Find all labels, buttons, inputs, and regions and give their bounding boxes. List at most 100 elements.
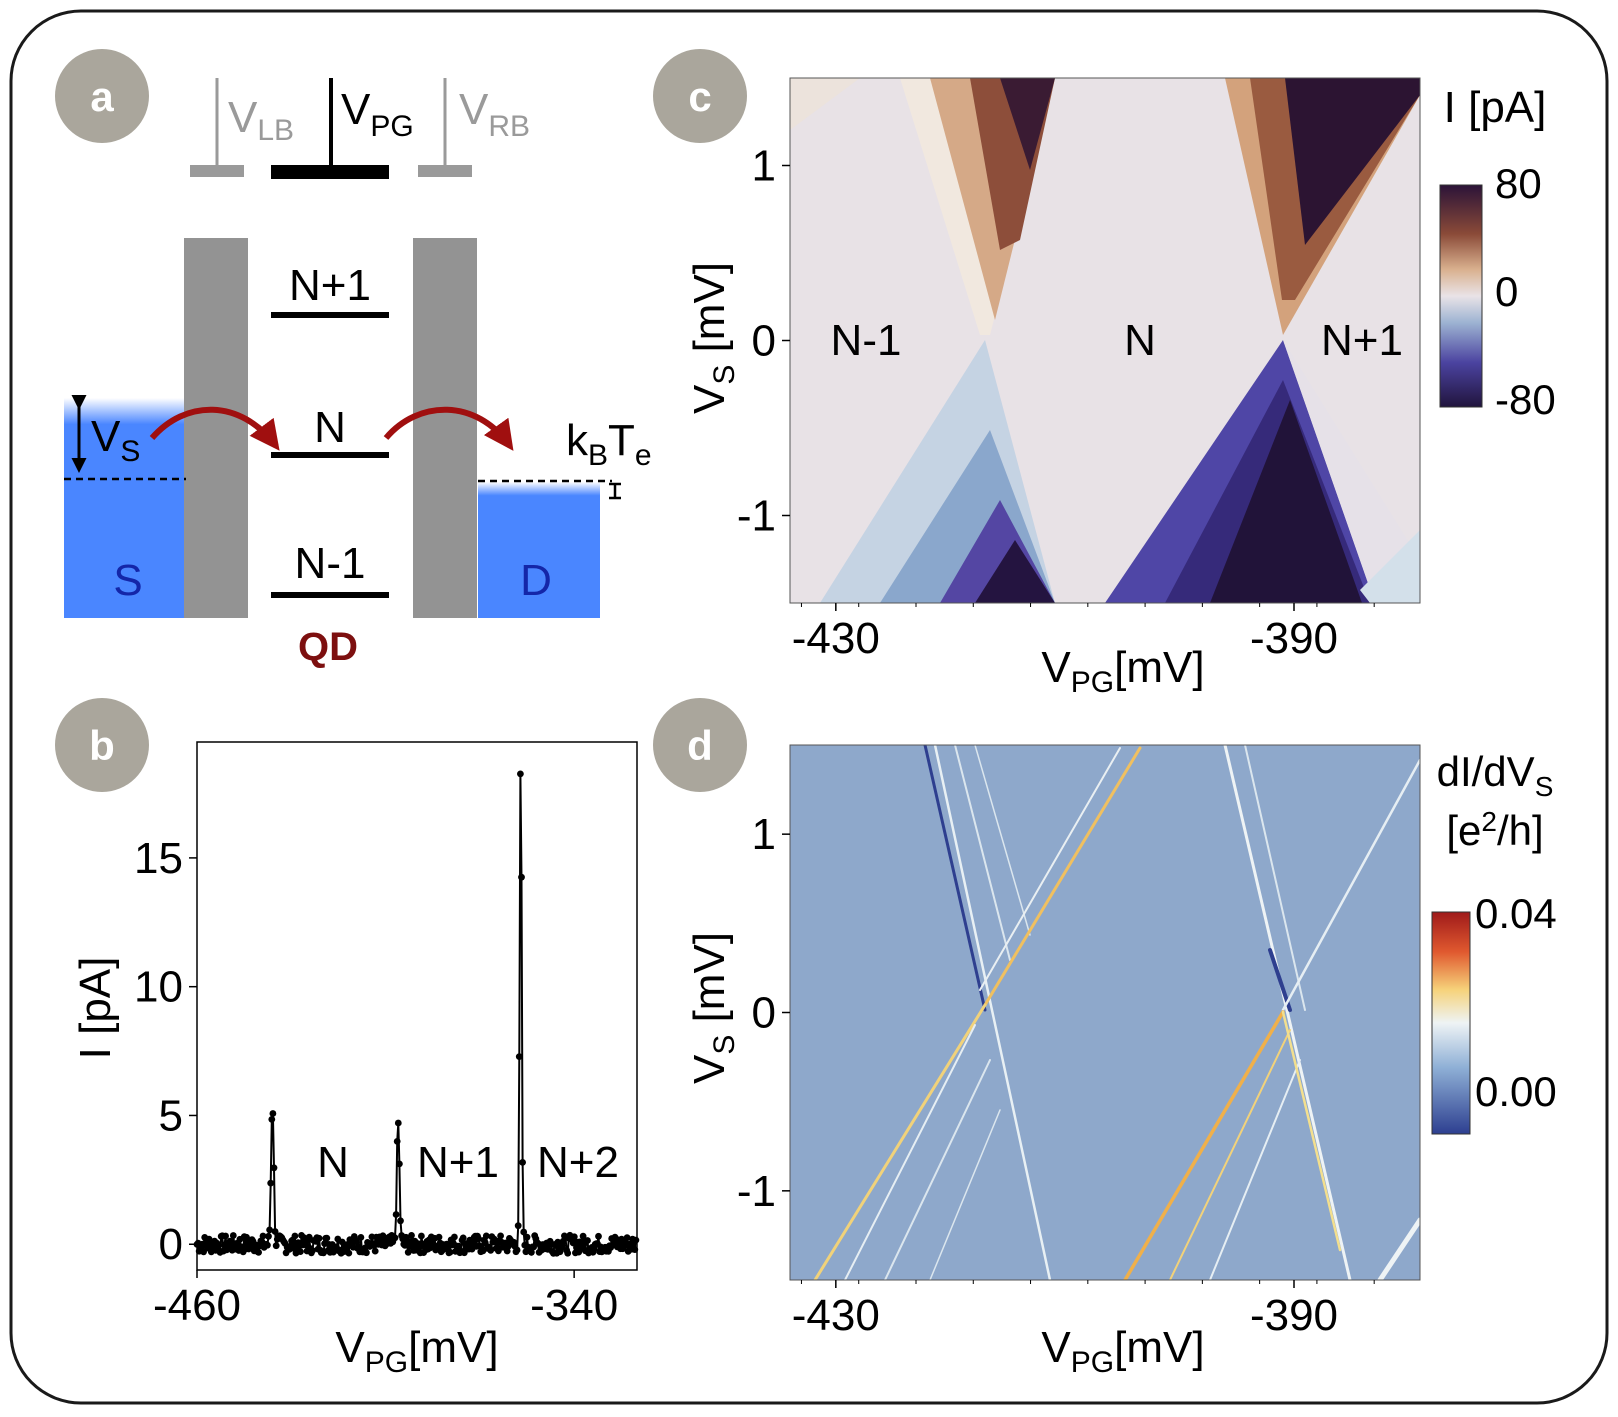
panel-c-region-n: N bbox=[1124, 316, 1156, 365]
panel-d-edge-16 bbox=[1169, 1029, 1291, 1280]
panel-b-data-point bbox=[393, 1138, 401, 1145]
panel-d-edge-15 bbox=[1123, 1010, 1285, 1280]
panel-b-data-point bbox=[564, 1249, 572, 1257]
panel-b-ytick-label: 10 bbox=[134, 963, 183, 1012]
panel-b-badge-label: b bbox=[89, 722, 115, 769]
panel-b-data-point bbox=[418, 1232, 425, 1240]
panel-b-data-point bbox=[264, 1241, 271, 1249]
panel-b-data-point bbox=[391, 1234, 399, 1242]
panel-b-data-point bbox=[459, 1234, 467, 1242]
panel-b-data-point bbox=[243, 1233, 250, 1241]
panel-d-ticks: 1 0 -1 -430 -390 bbox=[737, 810, 1375, 1340]
gate-pg-sub: PG bbox=[370, 110, 413, 143]
panel-c-xtick-label: -390 bbox=[1250, 614, 1338, 663]
panel-d-edge-7 bbox=[813, 1003, 987, 1280]
gate-pg: VPG bbox=[271, 78, 414, 179]
panel-b-data-point bbox=[255, 1249, 262, 1256]
panel-b-data-point bbox=[475, 1235, 482, 1243]
panel-d-edge-10 bbox=[929, 1109, 1001, 1280]
kbte-width-marker bbox=[609, 482, 621, 500]
gate-lb-label: V bbox=[228, 93, 258, 142]
panel-b-data-point bbox=[270, 1164, 278, 1172]
panel-d-edge-3 bbox=[954, 745, 1011, 961]
panel-b-data-point bbox=[214, 1241, 222, 1248]
panel-c-colorbar-tick-minus-80: -80 bbox=[1495, 376, 1556, 423]
level-n-minus-1-label: N-1 bbox=[295, 539, 366, 588]
level-n-label: N bbox=[314, 403, 346, 452]
panel-c-xlabel: VPG[mV] bbox=[1041, 643, 1204, 699]
panel-d-edge-9 bbox=[884, 1059, 991, 1280]
panel-c-badge bbox=[653, 49, 747, 143]
panel-b-data-point bbox=[584, 1237, 591, 1244]
panel-d-edge-4 bbox=[974, 745, 1031, 936]
panel-b-data-point bbox=[523, 1233, 531, 1241]
panel-d-colorbar bbox=[1431, 911, 1471, 1135]
panel-d-ylabel: VS [mV] bbox=[685, 932, 741, 1084]
level-n-plus-1-label: N+1 bbox=[289, 261, 371, 310]
panel-d-edge-5 bbox=[983, 746, 1142, 1007]
panel-b-data-point bbox=[371, 1247, 379, 1255]
panel-c-region-n-plus-1: N+1 bbox=[1321, 316, 1403, 365]
svg-text:VLB: VLB bbox=[228, 93, 294, 147]
panel-c-wedge-bottom-left-dark bbox=[975, 540, 1055, 603]
panel-b-data-point bbox=[519, 1159, 526, 1166]
panel-d-edge-12 bbox=[1244, 745, 1306, 1011]
left-barrier bbox=[184, 238, 248, 618]
panel-b-ticks: 0 5 10 15 -460 -340 bbox=[134, 834, 618, 1330]
panel-a-badge bbox=[55, 49, 149, 143]
panel-b-data-point bbox=[297, 1248, 304, 1255]
drain-label: D bbox=[520, 556, 552, 605]
panel-b-data-point bbox=[517, 770, 524, 778]
panel-d-edge-18 bbox=[1377, 1217, 1420, 1280]
panel-b-data-point bbox=[520, 1228, 528, 1236]
panel-c-wedge-top-left-dark bbox=[1000, 78, 1055, 170]
panel-b-data-point bbox=[355, 1243, 363, 1251]
panel-c-wedge-top-right-dark bbox=[1285, 78, 1420, 245]
panel-b-data-point bbox=[515, 1053, 523, 1060]
panel-b-data-point bbox=[345, 1249, 353, 1257]
gate-rb: VRB bbox=[418, 78, 530, 177]
panel-d-edge-19 bbox=[1281, 1010, 1342, 1252]
panel-b-data-point bbox=[451, 1233, 458, 1241]
panel-b-data-point bbox=[487, 1247, 495, 1254]
tunnel-arrow-left bbox=[149, 406, 280, 451]
panel-d-badge-label: d bbox=[687, 722, 713, 769]
panel-b-ylabel: I [pA] bbox=[71, 957, 120, 1060]
panel-b-data-point bbox=[595, 1232, 602, 1240]
panel-d-colorbar-tick-0-00: 0.00 bbox=[1475, 1068, 1557, 1115]
panel-b-peak-label-n2: N+2 bbox=[537, 1138, 619, 1187]
panel-b-badge bbox=[55, 698, 149, 792]
right-barrier bbox=[413, 238, 477, 618]
panel-d-colorbar-title-1: dI/dVS bbox=[1437, 748, 1554, 802]
panel-b-data-point bbox=[266, 1226, 273, 1234]
panel-b-ytick-label: 5 bbox=[159, 1091, 183, 1140]
panel-c-region-top-left-band bbox=[790, 78, 860, 130]
panel-b-data-point bbox=[323, 1234, 331, 1242]
panel-d-edge-13 bbox=[1268, 948, 1292, 1012]
panel-b-data-point bbox=[632, 1236, 640, 1244]
panel-d: d bbox=[653, 698, 1557, 1379]
panel-d-badge bbox=[653, 698, 747, 792]
svg-text:VRB: VRB bbox=[459, 85, 530, 143]
panel-c-ytick-label: 1 bbox=[752, 142, 776, 191]
panel-c-colorbar-tick-80: 80 bbox=[1495, 160, 1542, 207]
panel-d-ytick-label: 0 bbox=[752, 989, 776, 1038]
panel-b-xtick-label: -340 bbox=[530, 1281, 618, 1330]
panel-b-data-point bbox=[446, 1248, 454, 1256]
gate-rb-label: V bbox=[459, 85, 489, 134]
panel-c-colorbar-tick-0: 0 bbox=[1495, 268, 1518, 315]
gate-rb-sub: RB bbox=[488, 110, 530, 143]
panel-b-data-point bbox=[267, 1179, 275, 1187]
panel-b-data-point bbox=[265, 1232, 272, 1240]
panel-b-data-point bbox=[623, 1234, 631, 1242]
panel-b-data-point bbox=[226, 1237, 234, 1245]
panel-c-region-right-white bbox=[1283, 340, 1420, 603]
panel-c-colorbar-title: I [pA] bbox=[1444, 83, 1547, 132]
panel-b-ytick-label: 15 bbox=[134, 834, 183, 883]
panel-b-data-point bbox=[272, 1242, 280, 1250]
panel-c-ticks: 1 0 -1 -430 -390 bbox=[737, 142, 1375, 663]
vs-label: VS bbox=[91, 412, 140, 468]
panel-d-heatmap bbox=[790, 745, 1420, 1280]
panel-d-edge-11 bbox=[1223, 745, 1352, 1280]
panel-b-data-point bbox=[269, 1110, 277, 1117]
